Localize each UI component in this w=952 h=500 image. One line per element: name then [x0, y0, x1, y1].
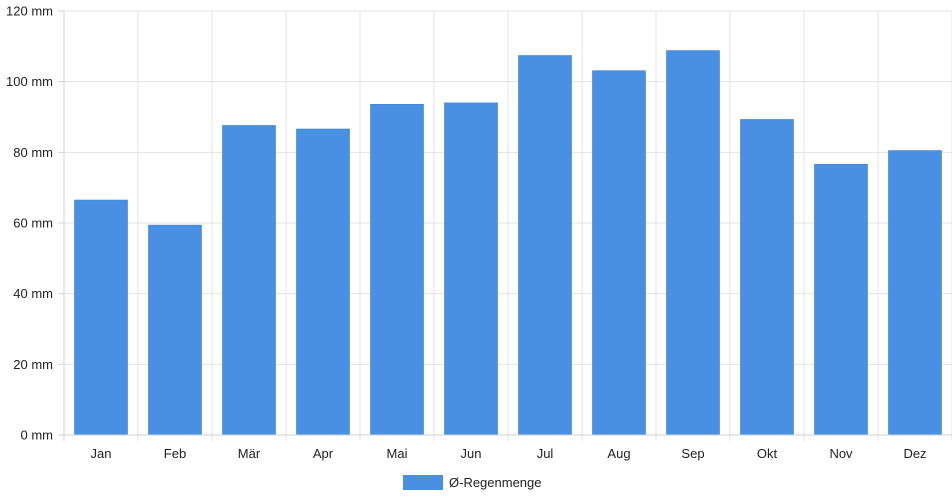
bar-okt[interactable]: [740, 119, 794, 436]
legend[interactable]: Ø-Regenmenge: [403, 475, 542, 490]
x-tick-label: Sep: [681, 446, 704, 461]
x-tick-label: Jan: [91, 446, 112, 461]
grid-lines: [64, 10, 952, 441]
y-tick-label: 0 mm: [21, 428, 54, 443]
y-tick-labels: 0 mm 20 mm 40 mm 60 mm 80 mm 100 mm 120 mm: [6, 4, 53, 443]
bar-apr[interactable]: [296, 128, 350, 436]
legend-swatch[interactable]: [403, 475, 443, 490]
x-tick-label: Dez: [903, 446, 926, 461]
y-tick-label: 80 mm: [13, 145, 53, 160]
legend-label[interactable]: Ø-Regenmenge: [449, 475, 542, 490]
x-tick-label: Okt: [757, 446, 778, 461]
bar-mär[interactable]: [222, 125, 276, 436]
x-tick-label: Jul: [537, 446, 554, 461]
x-tick-label: Nov: [829, 446, 853, 461]
bar-feb[interactable]: [148, 224, 202, 436]
x-tick-label: Aug: [607, 446, 630, 461]
bar-aug[interactable]: [592, 70, 646, 436]
bar-sep[interactable]: [666, 50, 720, 436]
y-tick-label: 100 mm: [6, 74, 53, 89]
x-tick-label: Jun: [461, 446, 482, 461]
axes: [58, 10, 952, 441]
y-tick-label: 120 mm: [6, 4, 53, 19]
y-tick-label: 60 mm: [13, 216, 53, 231]
y-tick-label: 40 mm: [13, 286, 53, 301]
bar-jun[interactable]: [444, 102, 498, 436]
bar-dez[interactable]: [888, 150, 942, 436]
bar-jan[interactable]: [74, 199, 128, 436]
x-tick-label: Mai: [387, 446, 408, 461]
bar-nov[interactable]: [814, 164, 868, 436]
bar-mai[interactable]: [370, 103, 424, 436]
bar-jul[interactable]: [518, 55, 572, 436]
x-tick-label: Mär: [238, 446, 261, 461]
x-tick-labels: Jan Feb Mär Apr Mai Jun Jul Aug Sep Okt Nov Dez: [91, 446, 927, 461]
bars: [74, 50, 942, 436]
y-tick-label: 20 mm: [13, 357, 53, 372]
x-tick-label: Feb: [164, 446, 186, 461]
x-tick-label: Apr: [313, 446, 334, 461]
